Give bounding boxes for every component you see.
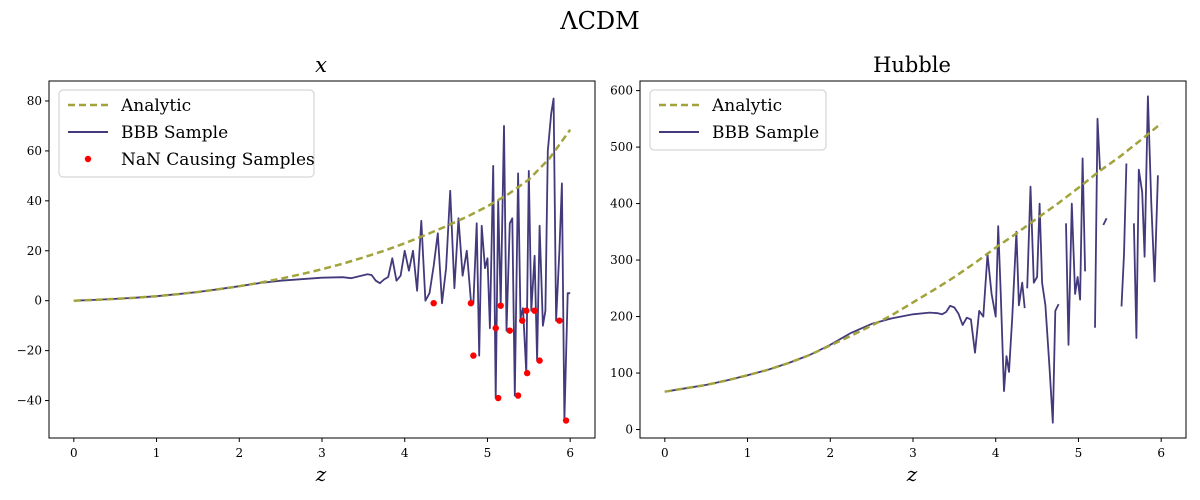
y-tick-label: 400: [610, 197, 633, 211]
x-tick-label: 5: [1075, 446, 1083, 460]
series-bbb-sample: [1102, 217, 1108, 226]
x-tick-label: 1: [153, 446, 161, 460]
series-bbb-sample: [1094, 117, 1101, 328]
panel-x-legend: Analytic BBB Sample NaN Causing Samples: [58, 89, 315, 178]
x-tick-label: 5: [484, 446, 492, 460]
y-tick-label: −40: [17, 394, 42, 408]
x-tick-label: 1: [744, 446, 752, 460]
x-tick-label: 0: [661, 446, 669, 460]
nan-point: [430, 299, 437, 307]
panel-x-frame: [48, 80, 596, 439]
legend-swatch-nan: [84, 155, 92, 163]
panel-hubble: Hubble 0 1 2 3 4 5 6 0 100 200 300 400 500 600 z Anal…: [610, 53, 1187, 486]
series-bbb-sample: [664, 225, 1026, 393]
nan-point: [562, 417, 570, 424]
y-tick-label: 500: [610, 140, 633, 154]
series-bbb-sample: [1065, 157, 1086, 346]
x-tick-label: 2: [826, 446, 834, 460]
panel-hubble-xlabel: z: [906, 462, 918, 486]
legend-label-sample: BBB Sample: [121, 123, 228, 143]
x-tick-label: 4: [401, 446, 409, 460]
legend-label-sample: BBB Sample: [712, 123, 819, 143]
y-tick-label: 200: [610, 310, 633, 324]
x-tick-label: 3: [909, 446, 917, 460]
nan-point: [531, 307, 538, 314]
nan-point: [497, 302, 504, 309]
series-bbb-sample: [1133, 95, 1159, 339]
legend-label-analytic: Analytic: [120, 96, 191, 116]
panel-x-xlabel: z: [315, 462, 327, 486]
series-analytic: [73, 128, 572, 302]
x-tick-label: 0: [70, 446, 78, 460]
series-bbb-sample: [1026, 185, 1060, 424]
nan-point: [536, 357, 543, 364]
legend-label-analytic: Analytic: [711, 96, 782, 116]
nan-point: [506, 327, 513, 334]
y-tick-label: 60: [27, 144, 42, 158]
suptitle: ΛCDM: [559, 7, 640, 35]
panel-x-title: x: [315, 53, 327, 77]
x-tick-label: 3: [318, 446, 326, 460]
legend-label-nan: NaN Causing Samples: [121, 150, 315, 170]
y-tick-label: 40: [27, 194, 42, 208]
nan-point: [514, 392, 522, 399]
nan-point: [523, 307, 530, 314]
series-bbb-sample: [1120, 163, 1128, 307]
nan-point: [467, 299, 475, 307]
x-tick-label: 6: [566, 446, 574, 460]
panel-hubble-frame: [639, 80, 1187, 439]
x-tick-label: 4: [992, 446, 1000, 460]
y-tick-label: 600: [610, 84, 633, 98]
nan-point: [519, 317, 526, 324]
x-tick-label: 6: [1157, 446, 1165, 460]
y-tick-label: −20: [17, 344, 42, 358]
y-tick-label: 0: [34, 294, 42, 308]
nan-point: [492, 324, 499, 332]
x-tick-label: 2: [235, 446, 243, 460]
nan-point: [556, 317, 563, 324]
series-analytic: [664, 122, 1162, 393]
panel-hubble-legend: Analytic BBB Sample: [649, 89, 827, 151]
y-tick-label: 80: [27, 94, 42, 108]
panel-x: x 0 1 2 3 4 5 6 −40 −20 0 20 40 60 80 z Analytic BBB …: [17, 53, 596, 486]
legend-frame: [58, 89, 315, 178]
y-tick-label: 100: [610, 366, 633, 380]
y-tick-label: 20: [27, 244, 42, 258]
y-tick-label: 300: [610, 253, 633, 267]
nan-point: [470, 352, 477, 359]
nan-point: [495, 394, 502, 402]
panel-hubble-title: Hubble: [873, 53, 951, 77]
nan-point: [523, 369, 531, 377]
y-tick-label: 0: [625, 423, 633, 437]
series-bbb-sample: [73, 97, 571, 422]
